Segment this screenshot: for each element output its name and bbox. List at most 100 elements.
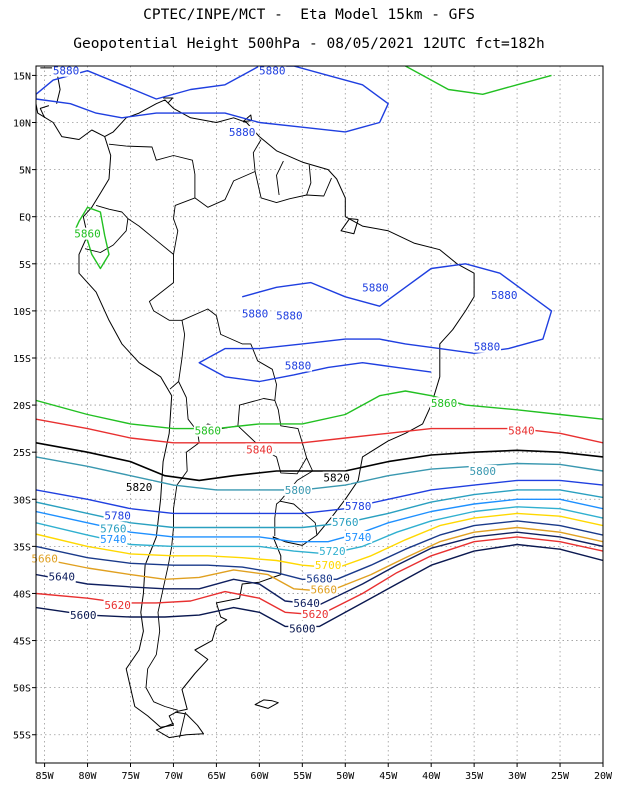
contour-label: 5860 (431, 397, 458, 410)
lon-tick-label: 55W (293, 771, 312, 782)
contour-label: 5720 (319, 545, 346, 558)
contour-label: 5780 (104, 509, 131, 522)
contour-label-background (318, 545, 347, 558)
lat-tick-label: 45S (13, 637, 31, 648)
contour-5880 (198, 263, 553, 383)
country-border (95, 143, 196, 255)
coastline (163, 97, 174, 104)
lon-tick-label: 65W (207, 771, 226, 782)
axis-tick-layer: 15N 10N 5N EQ 5S 10S 15S 20S 25S 30S 35S 40S 45S 50S 5… (13, 71, 613, 782)
contour-label-background (314, 559, 343, 572)
lat-tick-label: 20S (13, 401, 31, 412)
contour-5740 (36, 498, 603, 543)
coastline (36, 103, 105, 140)
contour-label-background (344, 499, 373, 512)
contour-label: 5880 (276, 310, 303, 323)
contour-label: 5680 (306, 572, 333, 585)
contour-label-background (241, 307, 270, 320)
contour-5760 (36, 489, 603, 529)
contour-label-background (305, 572, 334, 585)
lat-tick-label: 10N (13, 119, 31, 130)
lat-tick-label: 50S (13, 684, 31, 695)
contour-label-background (490, 288, 519, 301)
contour-label-background (288, 622, 317, 635)
contour-label: 5800 (469, 465, 496, 478)
lon-tick-label: 25W (551, 771, 570, 782)
contour-label-background (228, 125, 257, 138)
contour-label-background (284, 359, 313, 372)
coastline (155, 711, 204, 739)
lon-tick-label: 60W (250, 771, 269, 782)
coastline (254, 699, 279, 709)
contour-label: 5880 (242, 308, 269, 321)
lat-lon-gridlines (36, 66, 604, 763)
contour-label-background (103, 598, 132, 611)
contour-label: 5880 (474, 341, 501, 354)
country-border-layer (84, 139, 332, 738)
contour-label: 5880 (491, 289, 518, 302)
contour-label-background (309, 583, 338, 596)
lon-tick-label: 50W (336, 771, 355, 782)
lat-tick-label: 25S (13, 448, 31, 459)
contour-label-layer: 5880 5880 5880 5880 5880 5880 5880 5880 5880 5860… (30, 64, 536, 635)
contour-label-background (125, 481, 154, 494)
contour-label-background (245, 443, 274, 456)
lat-tick-label: 30S (13, 495, 31, 506)
lat-tick-label: 35S (13, 542, 31, 553)
contour-5860 (405, 66, 552, 95)
contour-label: 5700 (315, 559, 342, 572)
coastline (340, 218, 359, 235)
contour-layer (36, 66, 603, 628)
lon-tick-label: 85W (36, 771, 55, 782)
contour-label-background (468, 465, 497, 478)
contour-5860 (36, 390, 603, 430)
contour-5800 (36, 456, 603, 491)
contour-label-background (473, 340, 502, 353)
country-border (276, 160, 284, 196)
contour-label-background (284, 483, 313, 496)
contour-label-background (103, 509, 132, 522)
coastline (78, 99, 475, 728)
lat-tick-label: 15N (13, 71, 31, 82)
contour-label: 5760 (100, 522, 127, 535)
country-border (179, 711, 186, 738)
country-border (181, 308, 318, 536)
lon-tick-label: 80W (79, 771, 98, 782)
lat-tick-label: 5N (19, 166, 31, 177)
contour-label-background (69, 609, 98, 622)
lon-tick-label: 40W (422, 771, 441, 782)
country-border (254, 171, 332, 204)
contour-label-background (52, 64, 81, 77)
lat-tick-label: 5S (19, 260, 31, 271)
contour-label: 5600 (70, 609, 97, 622)
contour-label: 5640 (49, 571, 76, 584)
contour-5820 (36, 442, 603, 482)
contour-label: 5840 (508, 425, 535, 438)
contour-label-background (47, 570, 76, 583)
contour-label-background (73, 227, 102, 240)
contour-label-background (301, 608, 330, 621)
contour-label-background (331, 515, 360, 528)
contour-label: 5840 (246, 443, 273, 456)
lat-tick-label: 40S (13, 589, 31, 600)
contour-5880 (36, 66, 389, 133)
lon-tick-label: 70W (164, 771, 183, 782)
lat-tick-label: EQ (19, 213, 31, 224)
contour-label-background (193, 424, 222, 437)
contour-label: 5880 (259, 65, 286, 78)
contour-5780 (36, 479, 603, 515)
contour-label-background (258, 64, 287, 77)
contour-label: 5660 (31, 553, 58, 566)
contour-label: 5800 (285, 484, 312, 497)
lon-tick-label: 45W (379, 771, 398, 782)
map-title-line-1: CPTEC/INPE/MCT - Eta Model 15km - GFS (143, 7, 475, 23)
contour-label-background (430, 397, 459, 410)
lon-tick-label: 35W (465, 771, 484, 782)
contour-label: 5640 (293, 597, 320, 610)
country-border (148, 254, 186, 390)
country-border (194, 139, 262, 208)
contour-label: 5820 (323, 472, 350, 485)
contour-label-background (99, 522, 128, 535)
contour-label-background (361, 281, 390, 294)
